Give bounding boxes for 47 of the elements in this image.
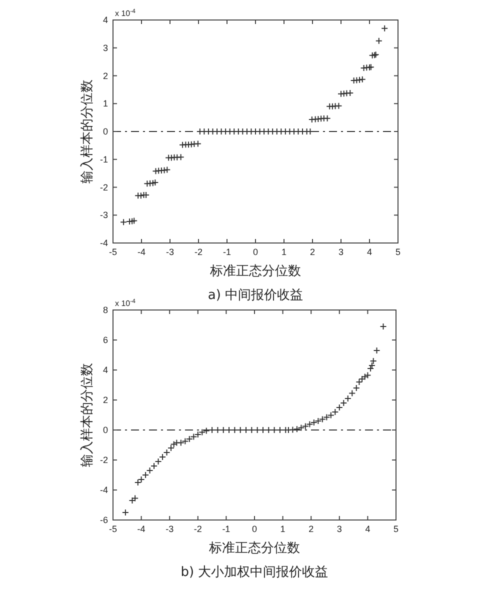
x-tick-label: -5 xyxy=(108,247,118,257)
y-tick-label: 2 xyxy=(102,395,108,405)
x-tick-label: -4 xyxy=(137,247,146,257)
x-tick-label: 4 xyxy=(366,247,372,257)
text: x 10$^{-4}$ xyxy=(115,8,136,18)
x-tick-label: 0 xyxy=(252,247,258,257)
y-tick-label: -2 xyxy=(100,182,108,192)
y-tick-label: 3 xyxy=(102,42,108,53)
x-tick-label: -3 xyxy=(166,247,174,257)
x-tick-label: -2 xyxy=(194,524,202,534)
x-axis-title: 标准正态分位数 xyxy=(209,264,301,279)
y-tick-label: -1 xyxy=(100,154,108,164)
y-tick-label: 4 xyxy=(102,365,108,375)
x-tick-label: 4 xyxy=(365,524,370,534)
text: a) 中间报价收益 xyxy=(208,288,304,303)
x-tick-label: 2 xyxy=(310,247,316,257)
text: x 10$^{-4}$ xyxy=(115,298,136,308)
x-tick-label: 0 xyxy=(252,524,258,534)
y-tick-label: 1 xyxy=(102,98,108,109)
y-tick-label: -3 xyxy=(100,210,108,220)
y-tick-label: 6 xyxy=(102,335,108,345)
y-tick-label: 8 xyxy=(102,305,108,315)
x-tick-label: -4 xyxy=(137,524,146,534)
x-tick-label: -1 xyxy=(222,524,230,534)
y-axis-title: 输入样本的分位数 xyxy=(80,363,95,467)
y-tick-label: 2 xyxy=(102,70,108,81)
text: b) 大小加权中间报价收益 xyxy=(180,565,328,580)
x-tick-label: 3 xyxy=(336,524,342,534)
x-tick-label: -3 xyxy=(166,524,174,534)
y-tick-label: -4 xyxy=(100,238,108,248)
y-axis-title: 输入样本的分位数 xyxy=(80,80,95,184)
x-tick-label: -5 xyxy=(108,524,118,534)
x-tick-label: 2 xyxy=(308,524,314,534)
y-tick-label: 4 xyxy=(102,15,108,25)
y-tick-label: 0 xyxy=(102,126,108,136)
x-tick-label: 3 xyxy=(338,247,344,257)
y-tick-label: -2 xyxy=(100,455,108,465)
y-tick-label: -6 xyxy=(100,515,108,525)
y-tick-label: 0 xyxy=(102,425,108,435)
x-tick-label: 5 xyxy=(393,524,399,534)
x-tick-label: -1 xyxy=(222,247,232,257)
x-tick-label: 1 xyxy=(280,524,286,534)
y-tick-label: -4 xyxy=(100,485,108,495)
x-axis-title: 标准正态分位数 xyxy=(208,541,300,556)
x-tick-label: 5 xyxy=(395,247,401,257)
x-tick-label: -2 xyxy=(194,247,203,257)
x-tick-label: 1 xyxy=(281,247,287,257)
